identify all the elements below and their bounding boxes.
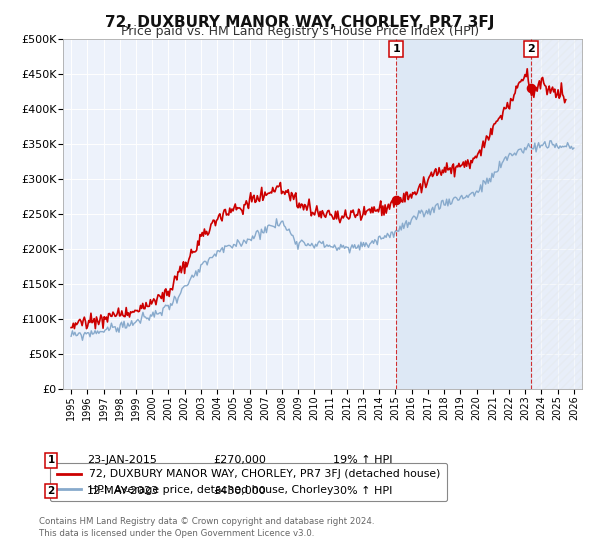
Text: 2: 2 <box>47 486 55 496</box>
Text: 19% ↑ HPI: 19% ↑ HPI <box>333 455 392 465</box>
Bar <box>397 39 531 389</box>
Bar <box>531 39 582 389</box>
Point <box>392 196 401 205</box>
Text: 12-MAY-2023: 12-MAY-2023 <box>87 486 159 496</box>
Text: Price paid vs. HM Land Registry's House Price Index (HPI): Price paid vs. HM Land Registry's House … <box>121 25 479 38</box>
Text: 1: 1 <box>392 44 400 54</box>
Text: Contains HM Land Registry data © Crown copyright and database right 2024.: Contains HM Land Registry data © Crown c… <box>39 517 374 526</box>
Text: £430,000: £430,000 <box>213 486 266 496</box>
Text: 23-JAN-2015: 23-JAN-2015 <box>87 455 157 465</box>
Text: This data is licensed under the Open Government Licence v3.0.: This data is licensed under the Open Gov… <box>39 529 314 538</box>
Text: 30% ↑ HPI: 30% ↑ HPI <box>333 486 392 496</box>
Point <box>526 84 536 93</box>
Text: 1: 1 <box>47 455 55 465</box>
Text: 2: 2 <box>527 44 535 54</box>
Legend: 72, DUXBURY MANOR WAY, CHORLEY, PR7 3FJ (detached house), HPI: Average price, de: 72, DUXBURY MANOR WAY, CHORLEY, PR7 3FJ … <box>50 463 447 501</box>
Text: £270,000: £270,000 <box>213 455 266 465</box>
Bar <box>531 39 582 389</box>
Text: 72, DUXBURY MANOR WAY, CHORLEY, PR7 3FJ: 72, DUXBURY MANOR WAY, CHORLEY, PR7 3FJ <box>106 15 494 30</box>
